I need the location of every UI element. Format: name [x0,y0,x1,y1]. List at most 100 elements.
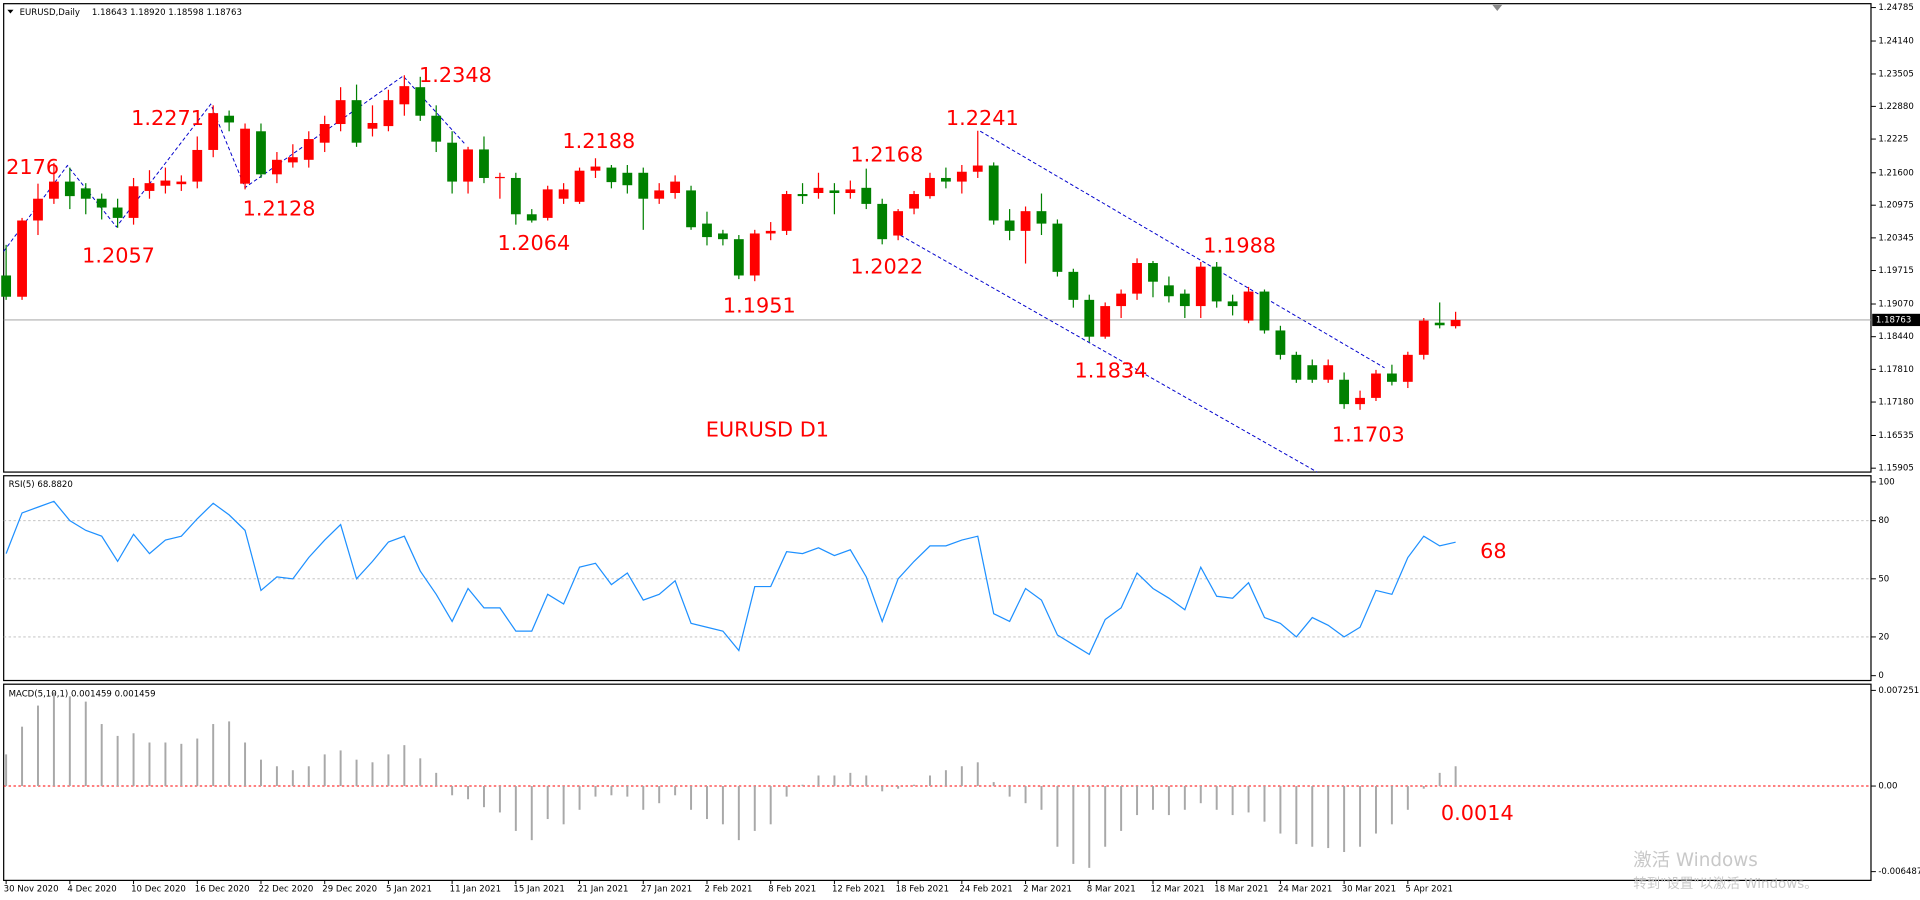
candle-body [1275,330,1286,355]
macd-bar [658,786,661,804]
annotation: 2176 [6,155,59,179]
macd-bar [913,784,916,787]
x-tick-label: 21 Jan 2021 [577,884,628,894]
macd-bar [546,786,549,820]
macd-bar [116,735,119,787]
candle-body [1434,322,1445,326]
annotation: 1.2057 [82,243,155,267]
macd-bar [196,738,199,787]
x-tick-label: 30 Nov 2020 [4,884,59,894]
macd-bar [960,766,963,787]
x-tick-label: 5 Jan 2021 [386,884,432,894]
y-tick-label: -0.006487 [1878,867,1920,877]
candle-body [1259,291,1270,331]
macd-bar [148,742,151,787]
macd-bar [180,743,183,787]
candle-body [367,122,378,129]
x-tick-label: 10 Dec 2020 [131,884,186,894]
macd-bar [419,758,422,787]
macd-bar [721,786,724,825]
macd-bar [467,786,470,800]
annotation: 1.2168 [850,143,923,167]
macd-bar [881,786,884,792]
y-tick-label: 0 [1878,671,1883,681]
annotation: 1.2348 [419,63,492,87]
candle-body [80,188,91,199]
rsi-panel-frame [3,475,1872,682]
candle-body [319,124,330,143]
macd-bar [275,766,278,787]
candle-body [112,207,123,218]
candle-body [686,190,696,228]
candle-body [1100,306,1111,337]
y-tick-label: 50 [1878,574,1889,584]
candle-body [956,171,967,182]
x-tick-label: 29 Dec 2020 [322,884,377,894]
x-tick-label: 4 Dec 2020 [67,884,116,894]
macd-bar [1072,786,1075,864]
x-tick-label: 5 Apr 2021 [1405,884,1453,894]
macd-bar [1183,786,1186,810]
macd-bar [1104,786,1107,847]
candle-body [287,157,298,163]
annotation: 1.2128 [243,197,316,221]
candle-body [1355,397,1365,405]
annotation: EURUSD D1 [706,417,829,441]
x-tick-label: 18 Mar 2021 [1214,884,1268,894]
candle-body [272,159,282,175]
macd-bar [164,742,167,787]
x-tick-label: 24 Feb 2021 [959,884,1012,894]
macd-bar [562,786,565,825]
macd-bar [307,766,310,787]
symbol-title: EURUSD,Daily [20,8,80,18]
macd-bar [403,745,406,787]
candle-body [1004,220,1015,231]
candle-body [1,275,12,297]
macd-bar [132,733,135,787]
macd-bar [228,721,231,787]
macd-bar [498,786,501,813]
rsi-title: RSI(5) 68.8820 [9,480,73,490]
candle-body [1323,365,1334,380]
watermark: 激活 Windows [1633,850,1758,871]
candle-body [765,230,776,234]
macd-bar [1231,786,1234,816]
macd-bar [929,775,931,787]
y-tick-label: 80 [1878,516,1889,526]
macd-bar [5,754,8,787]
candle-body [431,115,442,142]
macd-bar [897,786,900,789]
candle-body [208,113,219,150]
candle-body [1211,266,1222,302]
candle-body [335,100,346,125]
macd-bar [1120,786,1123,831]
x-tick-label: 8 Feb 2021 [768,884,816,894]
candle-body [1450,319,1461,327]
candle-body [1195,266,1206,307]
y-tick-label: 0.007251 [1878,686,1919,696]
candle-body [447,142,458,182]
candle-body [479,149,489,178]
candle-body [813,187,824,194]
candle-body [829,190,840,194]
candle-body [638,172,649,199]
x-tick-label: 16 Dec 2020 [195,884,250,894]
annotation: 1.2271 [131,106,204,130]
candle-body [909,194,919,209]
candle-body [574,170,585,202]
x-tick-label: 18 Feb 2021 [896,884,949,894]
x-tick-label: 12 Feb 2021 [832,884,885,894]
macd-bar [1359,786,1362,847]
macd-bar [1199,786,1202,804]
candle-body [1371,373,1381,398]
y-tick-label: 1.15905 [1878,464,1913,474]
candle-body [463,149,473,182]
candle-body [128,186,139,218]
macd-bar [976,762,979,787]
macd-bar [1279,786,1282,834]
candle-body [351,100,362,143]
candle-body [749,233,760,276]
macd-bar [1406,786,1409,810]
candle-body [510,177,521,215]
